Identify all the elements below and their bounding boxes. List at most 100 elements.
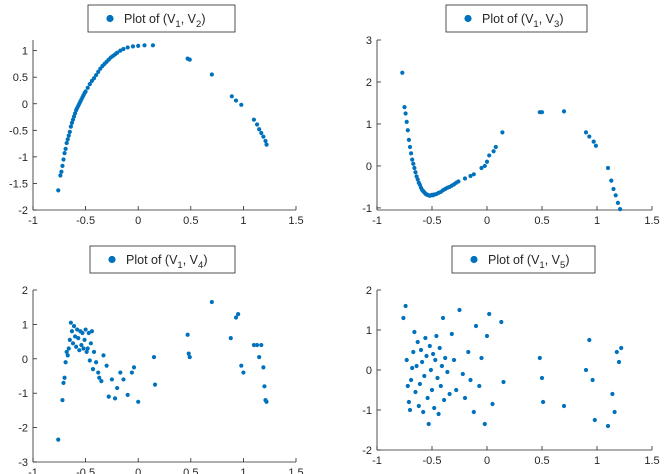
data-point bbox=[254, 342, 260, 348]
x-tick-label: -1 bbox=[28, 215, 38, 227]
data-point bbox=[115, 50, 120, 55]
data-point bbox=[83, 327, 88, 332]
data-point bbox=[539, 375, 545, 381]
data-point bbox=[65, 137, 70, 142]
data-point bbox=[96, 69, 101, 74]
x-tick-label: 1.5 bbox=[644, 215, 659, 227]
data-point bbox=[405, 128, 410, 133]
data-point bbox=[487, 311, 492, 317]
data-point bbox=[583, 130, 589, 135]
data-point bbox=[587, 134, 592, 139]
data-point bbox=[402, 105, 407, 110]
data-point bbox=[187, 57, 192, 62]
data-point bbox=[466, 349, 471, 355]
x-tick-label: 0 bbox=[484, 455, 490, 467]
data-point bbox=[71, 324, 77, 329]
data-point bbox=[83, 89, 88, 94]
data-point bbox=[422, 373, 427, 379]
y-tick-label: 2 bbox=[366, 285, 372, 297]
data-point bbox=[75, 327, 80, 332]
scatter-panel-v1-v4: -1 -0.5 0 0.5 1 1.5 -3 -2 -1 0 1 2 Plot of (V1, V4) bbox=[18, 245, 304, 474]
data-point bbox=[409, 151, 414, 156]
data-point bbox=[61, 380, 66, 385]
data-point bbox=[187, 354, 192, 360]
data-point bbox=[82, 337, 87, 342]
data-point bbox=[593, 143, 599, 148]
data-point bbox=[186, 351, 191, 356]
data-point bbox=[259, 130, 264, 136]
data-point bbox=[409, 377, 414, 383]
x-tick-label: -1 bbox=[28, 467, 38, 474]
data-point bbox=[501, 379, 506, 385]
data-point bbox=[591, 139, 596, 144]
data-point bbox=[423, 335, 428, 341]
data-point bbox=[74, 344, 79, 349]
data-point bbox=[109, 377, 114, 382]
data-point bbox=[614, 349, 619, 355]
data-point bbox=[418, 347, 424, 353]
data-point bbox=[619, 345, 624, 351]
data-point bbox=[233, 98, 239, 103]
data-point bbox=[561, 109, 567, 114]
data-point bbox=[72, 111, 78, 116]
data-point bbox=[439, 363, 444, 369]
data-point bbox=[605, 423, 611, 429]
y-tick-label: -2 bbox=[18, 423, 28, 435]
y-tick-label: -1.5 bbox=[9, 178, 28, 190]
data-point bbox=[479, 355, 484, 361]
data-point bbox=[91, 349, 97, 355]
data-point bbox=[416, 403, 421, 409]
legend-label: Plot of (V1, V4) bbox=[126, 253, 207, 271]
data-point bbox=[64, 349, 69, 355]
data-point bbox=[85, 85, 90, 90]
data-point bbox=[611, 186, 616, 192]
data-point bbox=[605, 165, 611, 171]
data-point bbox=[406, 399, 411, 405]
data-point bbox=[403, 303, 408, 309]
x-tick-label: 0.5 bbox=[534, 215, 549, 227]
data-point bbox=[436, 411, 441, 417]
data-point bbox=[251, 117, 257, 122]
data-point bbox=[142, 43, 147, 48]
legend: Plot of (V1, V4) bbox=[89, 245, 236, 274]
data-point bbox=[487, 153, 492, 158]
data-point bbox=[468, 377, 473, 383]
data-point bbox=[590, 377, 595, 383]
data-point bbox=[236, 311, 241, 317]
data-point bbox=[410, 365, 415, 371]
data-point bbox=[257, 127, 262, 132]
data-point bbox=[421, 409, 426, 415]
data-point bbox=[432, 405, 437, 411]
data-point bbox=[97, 375, 102, 380]
data-point bbox=[561, 403, 567, 409]
y-tick-label: 0 bbox=[22, 354, 28, 366]
data-point bbox=[60, 397, 65, 403]
legend-marker bbox=[106, 14, 114, 23]
x-tick-label: 0 bbox=[135, 467, 141, 474]
data-point bbox=[473, 323, 479, 329]
y-tick-label: 1 bbox=[22, 319, 28, 331]
data-point bbox=[415, 339, 420, 345]
x-tick-label: 1.5 bbox=[288, 215, 303, 227]
data-point bbox=[101, 353, 106, 358]
data-point bbox=[125, 392, 130, 398]
data-point bbox=[68, 320, 73, 325]
data-point bbox=[84, 349, 89, 355]
data-point bbox=[85, 346, 90, 351]
data-point bbox=[433, 357, 438, 363]
data-point bbox=[431, 351, 436, 357]
data-point bbox=[259, 342, 264, 348]
y-tick-label: 2 bbox=[22, 285, 28, 297]
x-tick-label: 1 bbox=[240, 467, 246, 474]
data-point bbox=[460, 371, 465, 377]
data-point bbox=[427, 343, 432, 349]
data-point bbox=[471, 409, 476, 415]
data-point bbox=[151, 354, 157, 360]
data-point bbox=[610, 391, 615, 397]
data-point bbox=[412, 165, 417, 171]
data-point bbox=[67, 129, 72, 135]
data-point bbox=[76, 336, 81, 341]
data-point bbox=[241, 370, 246, 375]
data-point bbox=[94, 72, 99, 78]
